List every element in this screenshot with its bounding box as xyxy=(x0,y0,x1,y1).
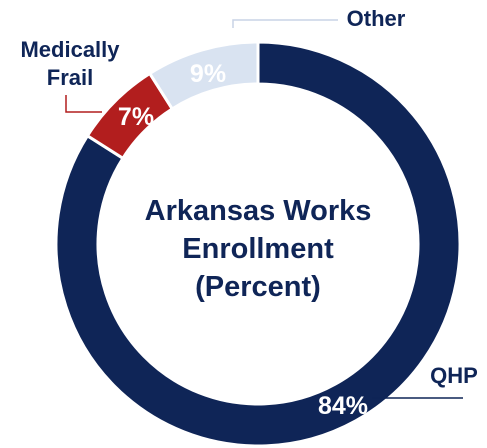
value-label-other: 9% xyxy=(190,60,226,88)
leader-line-medically-frail xyxy=(65,95,102,113)
value-label-medically-frail: 7% xyxy=(118,103,154,131)
value-label-qhp: 84% xyxy=(318,392,368,420)
chart-title: Arkansas Works Enrollment (Percent) xyxy=(145,195,372,303)
category-labels: QHP Medically Frail Other xyxy=(20,6,477,388)
chart-title-line-3: (Percent) xyxy=(195,271,321,303)
chart-title-line-1: Arkansas Works xyxy=(145,195,372,227)
donut-slice-other xyxy=(147,40,260,111)
category-label-medically-frail-line-1: Medically xyxy=(20,37,120,62)
category-label-other: Other xyxy=(347,6,406,31)
donut-slices xyxy=(54,40,462,448)
chart-title-line-2: Enrollment xyxy=(182,233,334,265)
category-label-medically-frail-line-2: Frail xyxy=(47,65,93,90)
value-labels: 84% 7% 9% xyxy=(118,60,368,420)
category-label-qhp: QHP xyxy=(430,363,478,388)
leader-lines xyxy=(65,19,463,399)
donut-slice-qhp xyxy=(54,40,462,448)
leader-line-other xyxy=(232,19,338,28)
